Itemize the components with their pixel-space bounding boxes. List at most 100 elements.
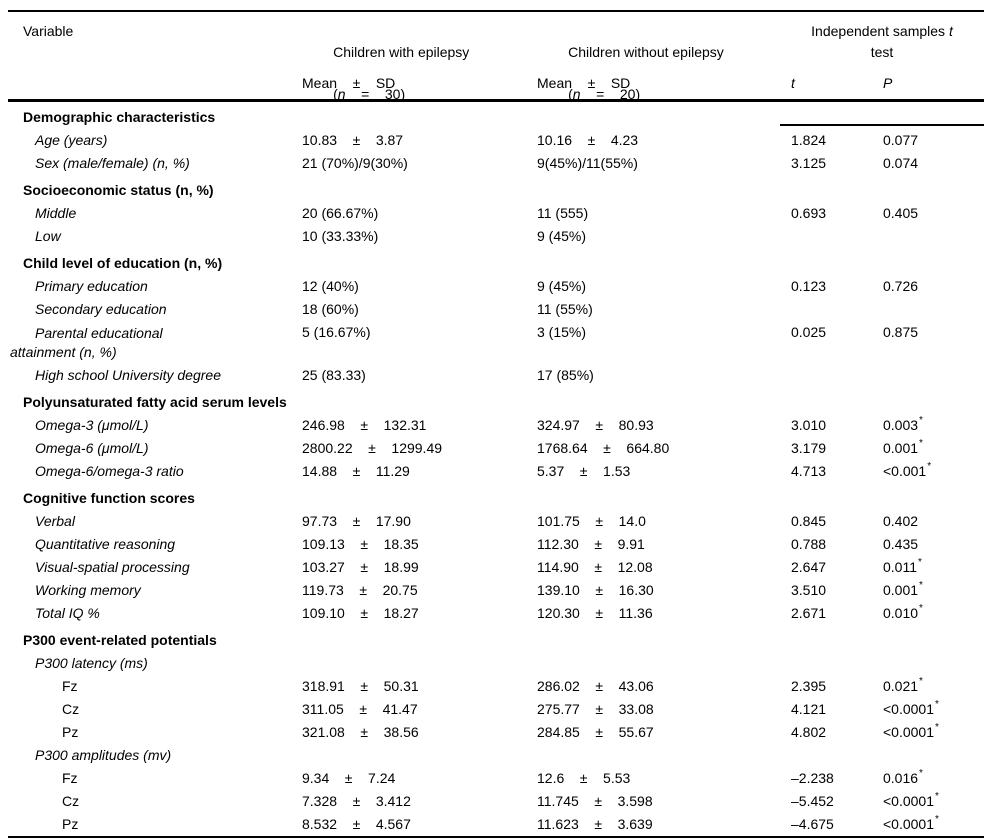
data-row: Cz 311.05 ± 41.47 275.77 ± 33.08 4.121 <0.00… [8,698,984,721]
row-label: Verbal [35,513,75,529]
control-value-cell: 139.10 ± 16.30 [537,582,654,598]
row-label: Cz [62,701,80,717]
row-label: Child level of education (n, %) [23,255,223,271]
epilepsy-value-cell: 2800.22 ± 1299.49 [302,440,443,456]
control-value-cell: 11 (555) [537,205,589,221]
p-value-cell: 0.726 [883,278,919,294]
data-row: Middle 20 (66.67%) 11 (555) 0.693 0.405 [8,202,984,225]
control-value-cell: 120.30 ± 11.36 [537,605,653,621]
data-row: Working memory 119.73 ± 20.75 139.10 ± 16.… [8,579,984,602]
data-row: Verbal 97.73 ± 17.90 101.75 ± 14.0 0.845 0.4… [8,510,984,533]
p-value-cell: 0.001* [883,580,923,598]
control-value-cell: 10.16 ± 4.23 [537,132,639,148]
section-row: Child level of education (n, %) [8,248,984,275]
data-row: Omega-3 (μmol/L) 246.98 ± 132.31 324.97 ± … [8,414,984,437]
row-label: P300 amplitudes (mv) [35,747,172,763]
significance-star: * [935,791,939,803]
data-row: Omega-6/omega-3 ratio 14.88 ± 11.29 5.37 ±… [8,460,984,483]
epilepsy-value-cell: 321.08 ± 38.56 [302,724,419,740]
row-label: Omega-6 (μmol/L) [35,440,149,456]
row-label: Total IQ % [35,605,100,621]
data-row: Fz 318.91 ± 50.31 286.02 ± 43.06 2.395 0.021… [8,675,984,698]
epilepsy-value-cell: 8.532 ± 4.567 [302,816,411,832]
significance-star: * [919,580,923,592]
control-value-cell: 9 (45%) [537,278,587,294]
subheader-control-mean-sd: Mean ± SD [537,75,631,91]
data-row: Age (years) 10.83 ± 3.87 10.16 ± 4.23 1.824… [8,129,984,152]
control-value-cell: 114.90 ± 12.08 [537,559,653,575]
row-label: Polyunsaturated fatty acid serum levels [23,394,287,410]
control-group-n: (n = 20) [568,86,641,102]
data-row: Pz 8.532 ± 4.567 11.623 ± 3.639 –4.675 <0.00… [8,813,984,836]
data-row: High school University degree 25 (83.33) 1… [8,364,984,387]
control-value-cell: 9(45%)/11(55%) [537,155,638,171]
row-label: Fz [62,678,78,694]
control-value-cell: 284.85 ± 55.67 [537,724,654,740]
row-label: Cognitive function scores [23,490,195,506]
p-value-cell: <0.0001* [883,699,939,717]
t-value-cell: 3.510 [791,582,827,598]
t-value-cell: 2.395 [791,678,827,694]
p-value-cell: 0.875 [883,324,919,340]
p-value-cell: 0.435 [883,536,919,552]
subheader-epilepsy-mean-sd: Mean ± SD [302,75,396,91]
epilepsy-group-n: (n = 30) [333,86,406,102]
data-row: Low 10 (33.33%) 9 (45%) [8,225,984,248]
epilepsy-value-cell: 12 (40%) [302,278,359,294]
epilepsy-value-cell: 318.91 ± 50.31 [302,678,419,694]
t-value-cell: 1.824 [791,132,827,148]
row-label: High school University degree [35,367,221,383]
epilepsy-value-cell: 14.88 ± 11.29 [302,463,410,479]
control-value-cell: 324.97 ± 80.93 [537,417,654,433]
t-value-cell: 3.010 [791,417,827,433]
epilepsy-value-cell: 109.13 ± 18.35 [302,536,419,552]
comparison-table: Variable Children with epilepsy (n = 30)… [8,10,984,838]
row-label: Cz [62,793,80,809]
row-label: Socioeconomic status (n, %) [23,182,214,198]
epilepsy-value-cell: 5 (16.67%) [302,324,371,340]
control-value-cell: 101.75 ± 14.0 [537,513,646,529]
row-label: Age (years) [35,132,108,148]
data-row: P300 latency (ms) [8,652,984,675]
t-value-cell: –5.452 [791,793,834,809]
p-value-cell: 0.016* [883,768,923,786]
epilepsy-value-cell: 109.10 ± 18.27 [302,605,419,621]
header-row-groups: Variable Children with epilepsy (n = 30)… [8,12,984,126]
p-value-cell: 0.402 [883,513,919,529]
row-label: Working memory [35,582,141,598]
p-value-cell: <0.001* [883,461,932,479]
control-value-cell: 17 (85%) [537,367,594,383]
p-value-cell: 0.074 [883,155,919,171]
table-body: Demographic characteristics Age (years) 10… [8,102,984,836]
p-value-cell: <0.0001* [883,722,939,740]
t-value-cell: 3.125 [791,155,827,171]
data-row: Primary education 12 (40%) 9 (45%) 0.123 0.7… [8,275,984,298]
section-row: Cognitive function scores [8,483,984,510]
epilepsy-value-cell: 25 (83.33) [302,367,366,383]
data-row: Quantitative reasoning 109.13 ± 18.35 112.… [8,533,984,556]
epilepsy-value-cell: 21 (70%)/9(30%) [302,155,408,171]
subheader-t: t [791,75,795,91]
data-row: Fz 9.34 ± 7.24 12.6 ± 5.53 –2.238 0.016* [8,767,984,790]
t-value-cell: 0.693 [791,205,827,221]
p-value-cell: <0.0001* [883,814,939,832]
t-value-cell: –2.238 [791,770,834,786]
epilepsy-value-cell: 97.73 ± 17.90 [302,513,411,529]
t-value-cell: 0.123 [791,278,827,294]
significance-star: * [919,676,923,688]
significance-star: * [919,768,923,780]
control-value-cell: 11.745 ± 3.598 [537,793,653,809]
epilepsy-value-cell: 9.34 ± 7.24 [302,770,396,786]
epilepsy-value-cell: 7.328 ± 3.412 [302,793,411,809]
header-row-subcolumns: Mean ± SD Mean ± SD t P [8,66,984,99]
section-row: Polyunsaturated fatty acid serum levels [8,387,984,414]
epilepsy-value-cell: 10.83 ± 3.87 [302,132,404,148]
p-value-cell: 0.077 [883,132,919,148]
control-value-cell: 9 (45%) [537,228,587,244]
data-row: Total IQ % 109.10 ± 18.27 120.30 ± 11.36 2.… [8,602,984,625]
epilepsy-value-cell: 20 (66.67%) [302,205,379,221]
row-label: Demographic characteristics [23,109,216,125]
p-value-cell: 0.011* [883,557,922,575]
data-row: Visual-spatial processing 103.27 ± 18.99 1… [8,556,984,579]
epilepsy-value-cell: 10 (33.33%) [302,228,379,244]
